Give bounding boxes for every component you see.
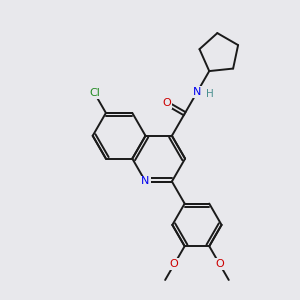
Text: O: O	[162, 98, 171, 108]
Text: O: O	[215, 260, 224, 269]
Text: H: H	[206, 89, 214, 100]
Text: N: N	[141, 176, 150, 187]
Text: O: O	[170, 260, 178, 269]
Text: Cl: Cl	[89, 88, 100, 98]
Text: N: N	[193, 87, 201, 98]
